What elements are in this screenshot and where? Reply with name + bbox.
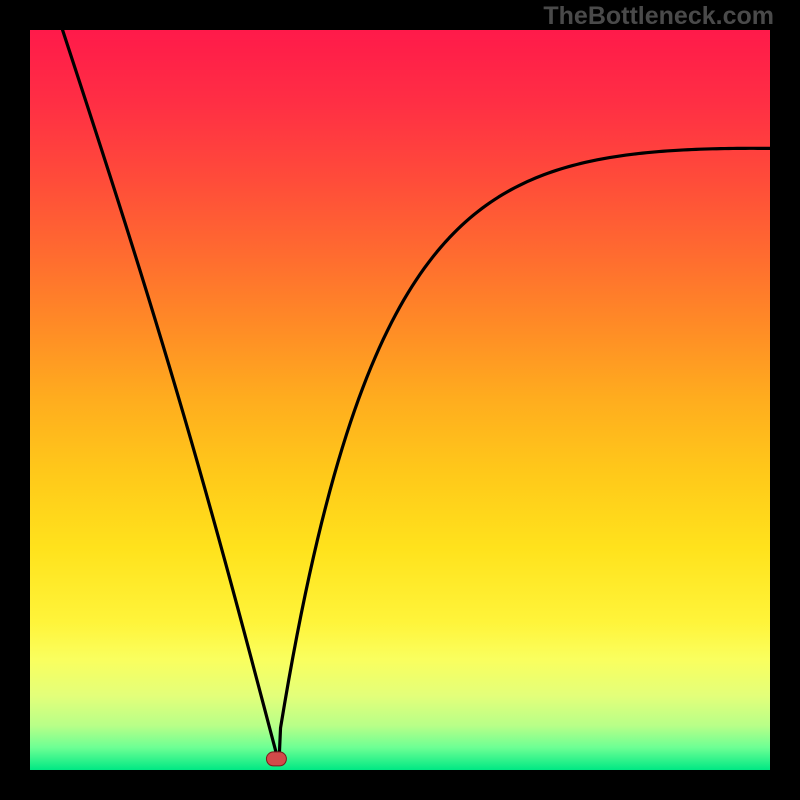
watermark-text: TheBottleneck.com	[543, 2, 774, 31]
chart-svg	[0, 0, 800, 800]
minimum-marker	[266, 752, 286, 766]
chart-outer: TheBottleneck.com	[0, 0, 800, 800]
plot-background	[30, 30, 770, 770]
